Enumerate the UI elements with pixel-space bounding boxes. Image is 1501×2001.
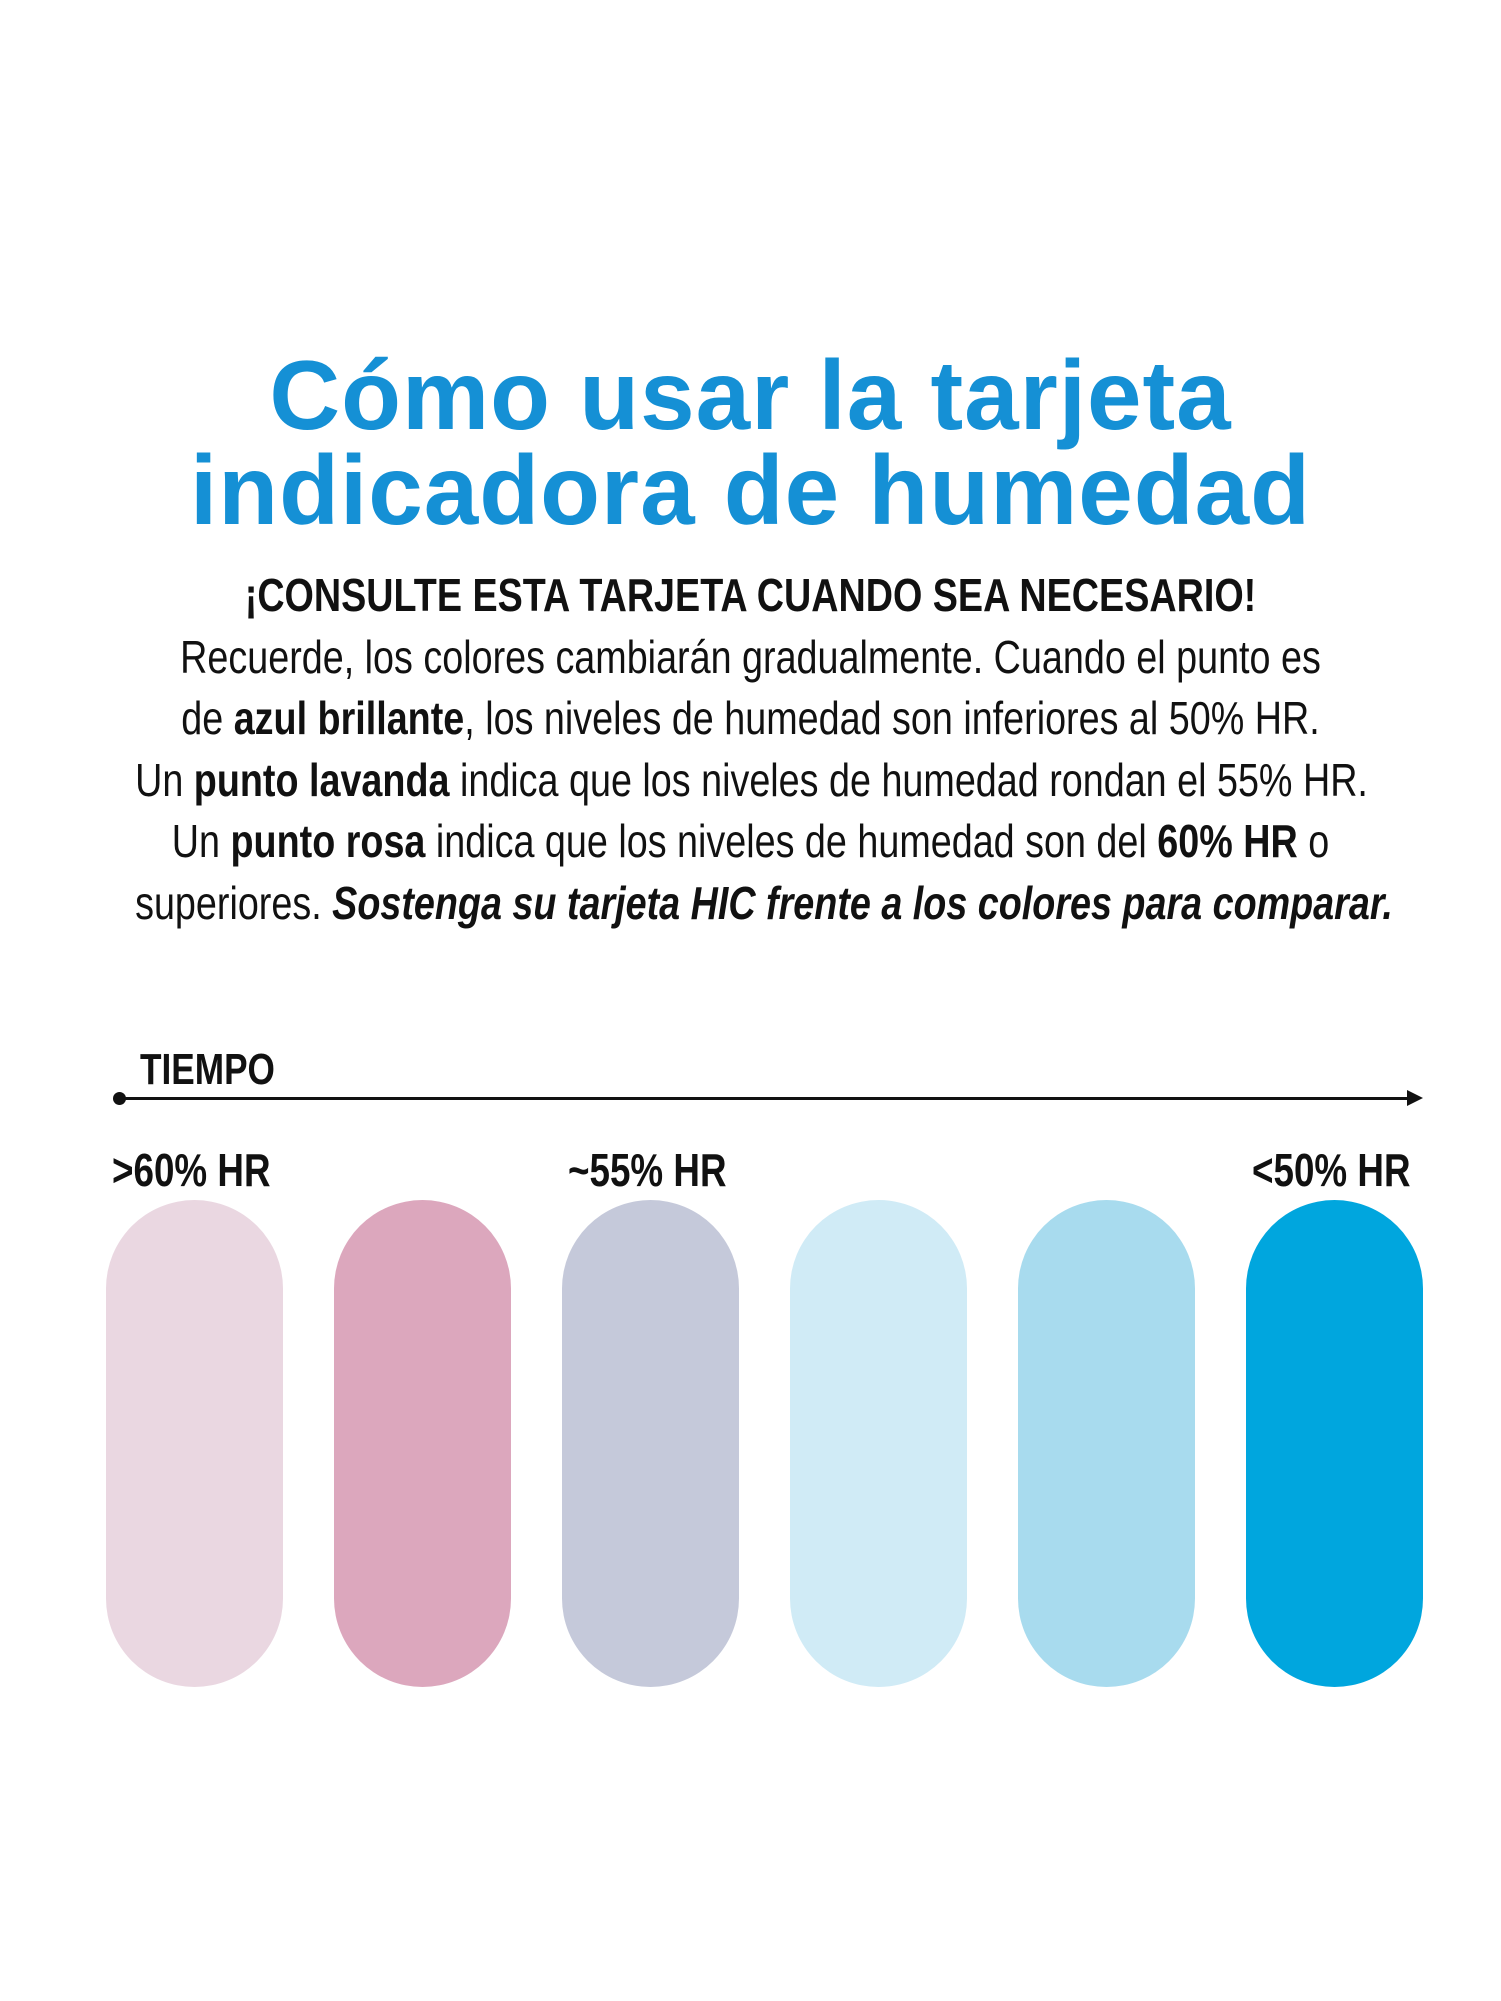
text: Un <box>171 815 231 867</box>
marker-under-50: <50% HR <box>1252 1144 1411 1196</box>
timeline-label: TIEMPO <box>140 1045 275 1094</box>
emphasis-azul-brillante: azul brillante <box>233 692 465 744</box>
text: , los niveles de humedad son inferiores … <box>464 692 1320 744</box>
body-line-2: de azul brillante, los niveles de humeda… <box>135 688 1366 748</box>
text: indica que los niveles de humedad rondan… <box>449 754 1368 806</box>
text: indica que los niveles de humedad son de… <box>425 815 1158 867</box>
text: o <box>1297 815 1330 867</box>
marker-over-60: >60% HR <box>112 1144 271 1196</box>
color-swatch-2 <box>334 1200 511 1687</box>
emphasis-60-hr: 60% HR <box>1157 815 1298 867</box>
text: Un <box>135 754 194 806</box>
body-line-5: superiores. Sostenga su tarjeta HIC fren… <box>135 873 1393 933</box>
title-line-1: Cómo usar la tarjeta <box>269 340 1232 450</box>
emphasis-punto-rosa: punto rosa <box>230 815 426 867</box>
text: de <box>181 692 234 744</box>
color-swatch-4 <box>790 1200 967 1687</box>
marker-around-55: ~55% HR <box>568 1144 727 1196</box>
body-line-1: Recuerde, los colores cambiarán gradualm… <box>180 631 1321 683</box>
color-swatch-1 <box>106 1200 283 1687</box>
emphasis-instruction: Sostenga su tarjeta HIC frente a los col… <box>332 877 1393 929</box>
emphasis-punto-lavanda: punto lavanda <box>193 754 450 806</box>
timeline-axis <box>119 1097 1415 1100</box>
arrow-right-icon <box>1407 1090 1423 1106</box>
color-swatch-3 <box>562 1200 739 1687</box>
color-swatch-6 <box>1246 1200 1423 1687</box>
color-swatch-5 <box>1018 1200 1195 1687</box>
title-line-2: indicadora de humedad <box>190 435 1311 545</box>
subtitle: ¡CONSULTE ESTA TARJETA CUANDO SEA NECESA… <box>244 569 1257 621</box>
text: superiores. <box>135 877 333 929</box>
body-line-3: Un punto lavanda indica que los niveles … <box>135 750 1368 810</box>
body-line-4: Un punto rosa indica que los niveles de … <box>135 811 1366 871</box>
